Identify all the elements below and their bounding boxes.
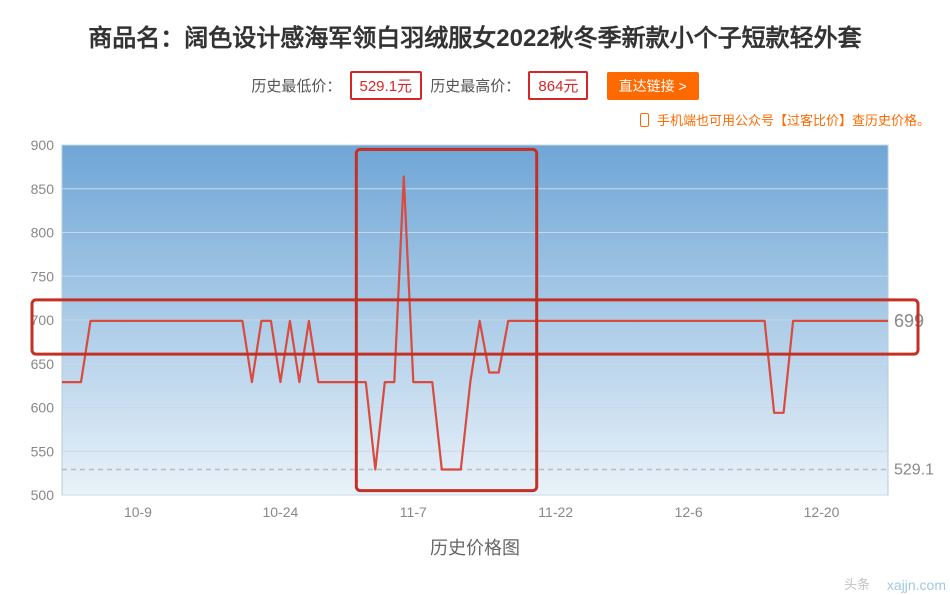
y-tick-label: 800	[31, 225, 55, 241]
ref-line-label: 529.1	[894, 462, 934, 479]
x-tick-label: 12-6	[675, 504, 703, 520]
current-value-label: 699	[894, 311, 924, 331]
y-tick-label: 750	[31, 268, 55, 284]
price-chart: 500 550 600 650 700 750 800 850 900 10-9 10-24 11-7…	[12, 135, 938, 525]
x-tick-label: 10-9	[124, 504, 152, 520]
lowest-value: 529.1元	[350, 71, 423, 100]
mobile-tip: 手机端也可用公众号【过客比价】查历史价格。	[0, 106, 950, 135]
phone-icon	[640, 113, 649, 127]
x-tick-label: 11-7	[400, 504, 427, 520]
title-text: 阔色设计感海军领白羽绒服女2022秋冬季新款小个子短款轻外套	[184, 25, 861, 52]
tip-text: 手机端也可用公众号【过客比价】查历史价格。	[657, 113, 930, 128]
price-summary: 历史最低价： 529.1元 历史最高价： 864元 直达链接 >	[0, 63, 950, 106]
chart-container: 500 550 600 650 700 750 800 850 900 10-9 10-24 11-7…	[12, 135, 938, 560]
chart-caption: 历史价格图	[12, 530, 938, 560]
highest-label: 历史最高价：	[430, 78, 520, 95]
title-prefix: 商品名：	[88, 25, 184, 52]
y-tick-label: 650	[31, 356, 55, 372]
y-tick-label: 500	[31, 487, 55, 503]
x-tick-label: 12-20	[804, 504, 840, 520]
highest-value: 864元	[528, 71, 588, 100]
lowest-label: 历史最低价：	[251, 78, 341, 95]
y-tick-label: 550	[31, 443, 55, 459]
y-tick-label: 600	[31, 400, 55, 416]
watermark-left: 头条	[844, 574, 870, 593]
y-tick-label: 850	[31, 181, 55, 197]
y-tick-label: 900	[31, 137, 55, 153]
page-title: 商品名：阔色设计感海军领白羽绒服女2022秋冬季新款小个子短款轻外套	[0, 0, 950, 63]
x-tick-label: 11-22	[538, 504, 573, 520]
y-tick-label: 700	[31, 312, 55, 328]
direct-link-button[interactable]: 直达链接 >	[607, 72, 699, 100]
x-tick-label: 10-24	[262, 504, 298, 520]
watermark-right: xajjn.com	[887, 577, 946, 593]
